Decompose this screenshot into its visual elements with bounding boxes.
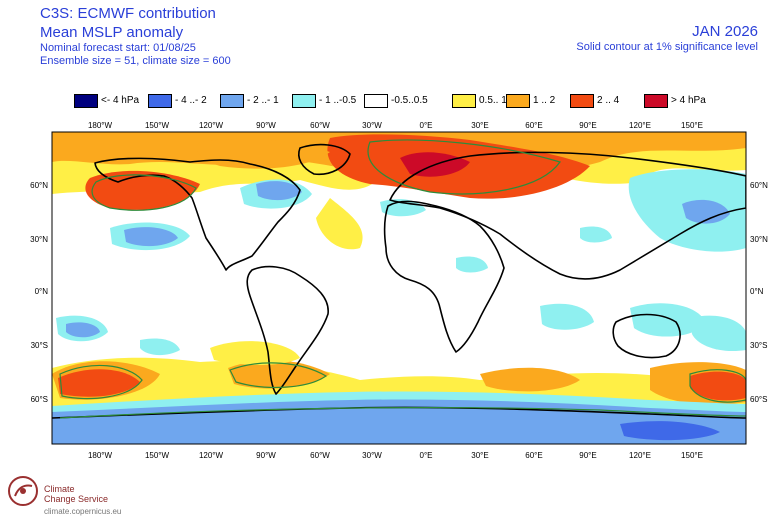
longitude-label: 90°W (256, 121, 276, 130)
legend-swatch (364, 94, 388, 108)
longitude-label: 180°W (88, 121, 113, 130)
longitude-label: 90°E (579, 451, 596, 460)
longitude-label: 120°W (199, 121, 224, 130)
coastlines (52, 143, 746, 419)
map-frame (51, 131, 747, 445)
legend-item: - 1 ..-0.5 (292, 94, 356, 108)
longitude-label: 30°W (362, 121, 382, 130)
legend-label: - 4 ..- 2 (175, 95, 207, 106)
legend-label: > 4 hPa (671, 95, 706, 106)
latitude-label: 60°S (750, 395, 767, 404)
valid-month: JAN 2026 (692, 23, 758, 40)
legend-label: <- 4 hPa (101, 95, 140, 106)
latitude-labels-left: 60°N 30°N 0°N 30°S 60°S (30, 181, 48, 404)
legend-swatch (148, 94, 172, 108)
longitude-label: 0°E (420, 451, 433, 460)
copernicus-logo-icon (8, 476, 38, 506)
longitude-label: 90°E (579, 121, 596, 130)
longitude-label: 150°E (681, 121, 703, 130)
legend-swatch (570, 94, 594, 108)
longitude-label: 30°E (471, 121, 488, 130)
anomaly-fields (52, 132, 746, 408)
legend-item: <- 4 hPa (74, 94, 139, 108)
latitude-labels-right: 60°N 30°N 0°N 30°S 60°S (750, 181, 768, 404)
legend-swatch (220, 94, 244, 108)
footer-org: Climate Change Service (44, 484, 108, 504)
footer-org-line-2: Change Service (44, 494, 109, 504)
significance-contours (59, 139, 746, 419)
latitude-label: 0°N (750, 287, 764, 296)
legend-item: -0.5..0.5 (364, 94, 428, 108)
longitude-label: 60°E (525, 451, 542, 460)
legend-swatch (74, 94, 98, 108)
header-right: JAN 2026 Solid contour at 1% significanc… (576, 22, 758, 54)
legend-item: 0.5.. 1 (452, 94, 507, 108)
anomaly-map: 180°W 150°W 120°W 90°W 60°W 30°W 0°E 30°E 60°E 90… (30, 121, 768, 460)
south-america (246, 265, 329, 395)
legend-label: 1 .. 2 (533, 95, 556, 106)
latitude-label: 30°N (750, 235, 768, 244)
longitude-label: 120°E (629, 121, 651, 130)
longitude-labels-top: 180°W 150°W 120°W 90°W 60°W 30°W 0°E 30°E 60°E 90… (88, 121, 703, 130)
forecast-start: Nominal forecast start: 01/08/25 (40, 42, 196, 54)
legend-item: - 2 ..- 1 (220, 94, 279, 108)
header-left: C3S: ECMWF contribution Mean MSLP anomal… (40, 4, 231, 68)
legend-label: 2 .. 4 (597, 95, 620, 106)
longitude-label: 60°W (310, 121, 330, 130)
longitude-label: 0°E (420, 121, 433, 130)
legend-swatch (506, 94, 530, 108)
legend-label: 0.5.. 1 (479, 95, 507, 106)
legend-swatch (292, 94, 316, 108)
longitude-label: 150°W (145, 121, 170, 130)
legend-item: 1 .. 2 (506, 94, 555, 108)
latitude-label: 30°S (750, 341, 767, 350)
latitude-label: 60°N (750, 181, 768, 190)
longitude-label: 120°W (199, 451, 224, 460)
longitude-labels-bottom: 180°W 150°W 120°W 90°W 60°W 30°W 0°E 30°E 60°E 90… (88, 451, 703, 460)
north-america (94, 157, 301, 271)
longitude-label: 30°W (362, 451, 382, 460)
eurasia (389, 151, 746, 280)
longitude-label: 60°W (310, 451, 330, 460)
legend-item: - 4 ..- 2 (148, 94, 207, 108)
latitude-label: 60°S (31, 395, 48, 404)
significance-note: Solid contour at 1% significance level (576, 41, 758, 53)
latitude-label: 30°S (31, 341, 48, 350)
ensemble-size: Ensemble size = 51, climate size = 600 (40, 55, 231, 67)
footer-org-line-1: Climate (44, 484, 75, 494)
title-line-2: Mean MSLP anomaly (40, 24, 184, 41)
legend-item: 2 .. 4 (570, 94, 619, 108)
legend-label: -0.5..0.5 (391, 95, 428, 106)
legend-label: - 2 ..- 1 (247, 95, 279, 106)
legend-item: > 4 hPa (644, 94, 706, 108)
latitude-label: 30°N (30, 235, 48, 244)
longitude-label: 120°E (629, 451, 651, 460)
latitude-label: 0°N (35, 287, 49, 296)
longitude-label: 60°E (525, 121, 542, 130)
australia (612, 313, 681, 359)
longitude-label: 150°E (681, 451, 703, 460)
title-line-1: C3S: ECMWF contribution (40, 5, 216, 22)
longitude-label: 150°W (145, 451, 170, 460)
longitude-label: 30°E (471, 451, 488, 460)
legend-swatch (644, 94, 668, 108)
longitude-label: 180°W (88, 451, 113, 460)
legend-label: - 1 ..-0.5 (319, 95, 357, 106)
greenland (298, 143, 351, 176)
footer-url: climate.copernicus.eu (44, 507, 122, 516)
longitude-label: 90°W (256, 451, 276, 460)
latitude-label: 60°N (30, 181, 48, 190)
legend-swatch (452, 94, 476, 108)
